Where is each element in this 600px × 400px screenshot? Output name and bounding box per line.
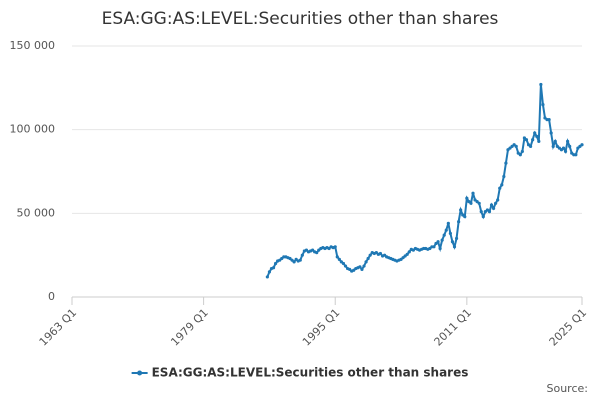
data-point xyxy=(496,198,500,202)
data-point xyxy=(436,240,440,244)
data-point xyxy=(292,260,296,264)
data-point xyxy=(273,261,278,266)
data-point xyxy=(563,149,568,154)
data-point xyxy=(494,201,498,205)
data-point xyxy=(520,149,524,154)
data-point xyxy=(407,250,411,254)
data-point xyxy=(539,82,543,87)
data-point xyxy=(471,191,475,195)
data-point xyxy=(553,139,557,143)
x-tick-label: 2011 Q1 xyxy=(432,306,475,349)
data-point xyxy=(298,258,302,262)
data-point xyxy=(454,236,459,241)
data-point xyxy=(364,260,368,264)
y-tick-label: 50 000 xyxy=(17,206,56,219)
x-tick-label: 1995 Q1 xyxy=(300,306,343,349)
data-point xyxy=(535,134,539,138)
data-point xyxy=(335,255,339,259)
data-point xyxy=(500,183,504,187)
data-point xyxy=(362,264,366,268)
data-point xyxy=(265,275,269,279)
data-point xyxy=(271,266,276,270)
legend-label: ESA:GG:AS:LEVEL:Securities other than sh… xyxy=(152,366,469,380)
data-point xyxy=(524,138,529,142)
data-point xyxy=(457,220,461,224)
data-point xyxy=(537,139,541,143)
data-point xyxy=(549,131,553,135)
data-point xyxy=(360,267,364,271)
data-point xyxy=(502,174,506,179)
data-point xyxy=(440,238,444,242)
data-point xyxy=(533,131,537,135)
data-point xyxy=(514,144,518,148)
data-point xyxy=(358,265,362,269)
y-tick-label: 100 000 xyxy=(10,123,56,136)
data-point xyxy=(477,201,481,205)
source: Source: xyxy=(547,382,589,395)
data-point xyxy=(491,206,496,210)
x-tick-label: 1963 Q1 xyxy=(37,306,80,349)
data-point xyxy=(438,246,442,251)
data-point xyxy=(580,143,584,147)
data-point xyxy=(518,153,522,157)
data-point xyxy=(378,251,383,256)
legend-symbol xyxy=(137,370,143,376)
data-point xyxy=(405,252,409,256)
data-point xyxy=(448,231,452,236)
data-point xyxy=(489,203,494,207)
data-point xyxy=(551,144,555,148)
data-point xyxy=(504,161,508,165)
chart-title: ESA:GG:AS:LEVEL:Securities other than sh… xyxy=(102,9,499,29)
data-point xyxy=(450,240,455,244)
data-point xyxy=(481,215,485,219)
data-point xyxy=(333,245,337,249)
data-point xyxy=(528,144,533,148)
data-point xyxy=(300,253,304,257)
data-point xyxy=(343,264,348,268)
data-point xyxy=(267,270,272,274)
data-point xyxy=(465,196,469,200)
data-point xyxy=(479,210,483,214)
data-point xyxy=(444,228,448,232)
x-tick-label: 2025 Q1 xyxy=(547,306,590,349)
data-point xyxy=(561,146,566,150)
data-point xyxy=(459,208,463,212)
data-point xyxy=(541,102,545,107)
data-point xyxy=(574,153,578,157)
data-point xyxy=(337,257,341,261)
data-point xyxy=(487,210,492,214)
data-point xyxy=(432,245,436,249)
y-tick-label: 150 000 xyxy=(10,39,56,52)
data-point xyxy=(452,245,457,249)
data-point xyxy=(315,251,319,255)
data-point xyxy=(566,139,570,143)
x-tick-label: 1979 Q1 xyxy=(168,306,211,349)
data-point xyxy=(531,138,535,142)
data-point xyxy=(366,256,370,261)
data-point xyxy=(442,233,446,237)
data-point xyxy=(446,221,450,225)
data-point xyxy=(568,144,572,148)
y-tick-label: 0 xyxy=(48,290,55,303)
data-point xyxy=(498,186,502,190)
data-point xyxy=(341,261,346,266)
data-point xyxy=(463,215,467,219)
data-point xyxy=(547,118,551,122)
data-point xyxy=(469,201,473,205)
data-point xyxy=(368,253,372,257)
